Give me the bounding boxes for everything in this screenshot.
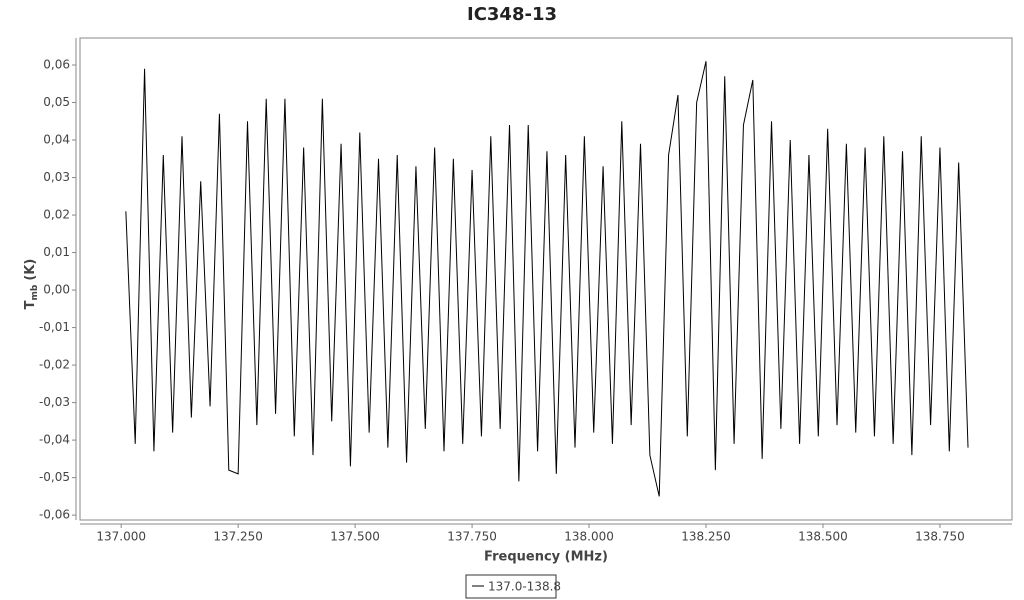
legend-label: 137.0-138.8 — [488, 580, 561, 594]
y-tick-label: -0,05 — [39, 470, 70, 484]
y-axis-title-main: T — [23, 300, 38, 309]
x-tick-label: 138.000 — [564, 530, 614, 544]
y-tick-label: 0,01 — [43, 245, 70, 259]
y-tick-label: -0,06 — [39, 508, 70, 522]
y-tick-label: 0,02 — [43, 208, 70, 222]
y-axis-title: Tmb (K) — [23, 259, 40, 310]
y-tick-label: 0,06 — [43, 58, 70, 72]
x-tick-label: 138.250 — [681, 530, 731, 544]
x-axis-title: Frequency (MHz) — [484, 550, 608, 565]
series-line — [125, 61, 969, 497]
y-axis-title-sub: mb — [30, 284, 40, 300]
plot-frame — [79, 37, 1013, 521]
y-tick-label: -0,01 — [39, 320, 70, 334]
y-tick-label: 0,05 — [43, 95, 70, 109]
y-tick-label: -0,02 — [39, 358, 70, 372]
x-tick-label: 138.750 — [915, 530, 965, 544]
x-tick-label: 138.500 — [798, 530, 848, 544]
y-tick-label: 0,00 — [43, 283, 70, 297]
y-tick-label: 0,03 — [43, 170, 70, 184]
x-tick-label: 137.500 — [330, 530, 380, 544]
legend: 137.0-138.8 — [465, 574, 561, 599]
chart-title: IC348-13 — [467, 4, 557, 25]
x-tick-label: 137.000 — [96, 530, 146, 544]
x-tick-label: 137.250 — [213, 530, 263, 544]
y-tick-label: -0,03 — [39, 395, 70, 409]
y-tick-label: 0,04 — [43, 133, 70, 147]
y-tick-label: -0,04 — [39, 433, 70, 447]
x-tick-label: 137.750 — [447, 530, 497, 544]
legend-box — [465, 574, 557, 599]
y-axis-title-unit: (K) — [23, 259, 38, 281]
